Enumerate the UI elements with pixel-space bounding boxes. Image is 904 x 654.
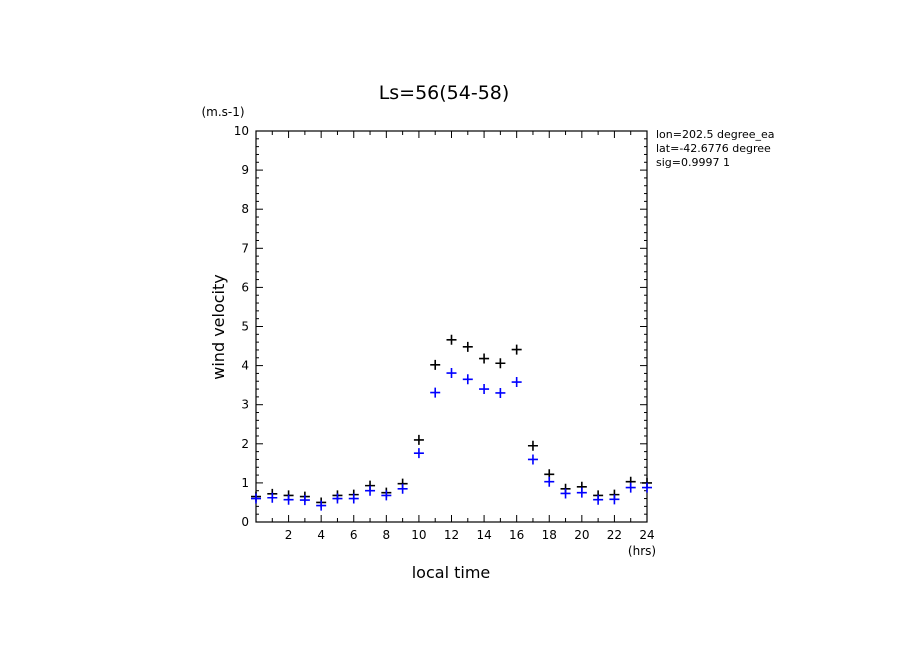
data-point-blue <box>267 492 278 503</box>
y-tick-label: 3 <box>241 398 249 412</box>
data-point-black <box>511 344 522 355</box>
x-tick-label: 22 <box>607 528 622 542</box>
data-point-blue <box>495 387 506 398</box>
x-tick-label: 8 <box>383 528 391 542</box>
data-point-blue <box>365 485 376 496</box>
data-point-blue <box>479 384 490 395</box>
data-point-blue <box>544 476 555 487</box>
x-tick-label: 12 <box>444 528 459 542</box>
data-point-blue <box>316 500 327 511</box>
data-point-black <box>495 358 506 369</box>
plot-frame <box>255 130 648 523</box>
y-tick-label: 8 <box>241 202 249 216</box>
data-point-blue <box>413 448 424 459</box>
data-point-blue <box>251 493 261 504</box>
data-point-blue <box>430 387 441 398</box>
info-mask <box>780 120 904 180</box>
data-points <box>251 334 652 511</box>
data-point-blue <box>283 494 294 505</box>
x-tick-label: 10 <box>411 528 426 542</box>
y-unit-label: (m.s-1) <box>201 105 244 119</box>
chart-title: Ls=56(54-58) <box>379 82 510 104</box>
data-point-blue <box>560 488 571 499</box>
x-tick-label: 6 <box>350 528 358 542</box>
data-point-black <box>413 434 424 445</box>
y-axis-label: wind velocity <box>209 274 228 379</box>
data-point-blue <box>299 495 310 506</box>
data-point-blue <box>332 493 343 504</box>
y-tick-label: 5 <box>241 320 249 334</box>
info-line-lat: lat=-42.6776 degree <box>656 142 771 155</box>
data-point-blue <box>593 494 604 505</box>
data-point-blue <box>381 490 392 501</box>
x-axis-label: local time <box>412 563 491 582</box>
data-point-blue <box>446 368 457 379</box>
info-box: lon=202.5 degree_ea lat=-42.6776 degree … <box>656 128 775 169</box>
x-unit-label: (hrs) <box>628 544 656 558</box>
x-tick-label: 4 <box>317 528 325 542</box>
y-tick-label: 1 <box>241 476 249 490</box>
data-point-blue <box>642 482 652 493</box>
x-tick-label: 20 <box>574 528 589 542</box>
data-point-blue <box>397 483 408 494</box>
y-tick-label: 0 <box>241 515 249 529</box>
y-tick-label: 7 <box>241 241 249 255</box>
y-tick-label: 6 <box>241 280 249 294</box>
x-tick-label: 18 <box>542 528 557 542</box>
data-point-blue <box>576 487 587 498</box>
data-point-black <box>527 440 538 451</box>
x-tick-label: 16 <box>509 528 524 542</box>
data-point-blue <box>348 493 359 504</box>
data-point-black <box>446 334 457 345</box>
y-tick-label: 9 <box>241 163 249 177</box>
y-tick-label: 2 <box>241 437 249 451</box>
y-tick-label: 10 <box>234 124 249 138</box>
data-point-black <box>462 341 473 352</box>
info-line-lon: lon=202.5 degree_ea <box>656 128 775 141</box>
x-tick-label: 14 <box>476 528 491 542</box>
data-point-blue <box>511 377 522 388</box>
data-point-blue <box>527 454 538 465</box>
data-point-black <box>430 359 441 370</box>
data-point-blue <box>625 482 636 493</box>
info-line-sig: sig=0.9997 1 <box>656 156 730 169</box>
data-point-black <box>479 353 490 364</box>
x-tick-label: 24 <box>639 528 654 542</box>
data-point-blue <box>609 494 620 505</box>
x-tick-label: 2 <box>285 528 293 542</box>
y-tick-label: 4 <box>241 359 249 373</box>
data-point-blue <box>462 374 473 385</box>
